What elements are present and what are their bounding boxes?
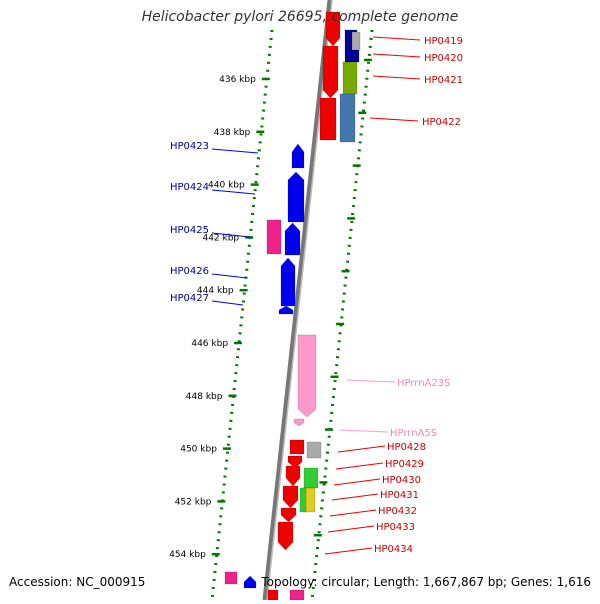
gene-leader-line: [335, 462, 384, 470]
gene-annotation-box[interactable]: [299, 487, 307, 513]
gene-leader-line: [211, 232, 251, 238]
gene-block[interactable]: [266, 219, 282, 255]
gene-leader-line: [331, 493, 379, 501]
gene-label: HP0424: [170, 182, 209, 193]
gene-leader-line: [324, 547, 373, 555]
kbp-tick-label: 452 kbp: [175, 497, 212, 507]
gene-block[interactable]: [280, 507, 297, 523]
rna-gene-block[interactable]: [297, 334, 317, 418]
gene-leader-line: [372, 53, 421, 58]
gene-leader-line: [372, 36, 421, 41]
gene-label: HP0431: [380, 490, 419, 501]
gene-annotation-box[interactable]: [306, 441, 322, 459]
gene-label: HP0427: [170, 293, 209, 304]
kbp-tick-label: 440 kbp: [208, 181, 245, 191]
kbp-tick-label: 448 kbp: [186, 392, 223, 402]
topology-text: Topology: circular; Length: 1,667,867 bp…: [261, 575, 591, 589]
gene-block[interactable]: [224, 571, 238, 585]
gene-block[interactable]: [282, 485, 299, 509]
gene-block[interactable]: [325, 11, 341, 47]
gene-annotation-box[interactable]: [342, 61, 358, 95]
gene-label: HP0423: [170, 141, 209, 152]
left-outer-track-border: [210, 29, 274, 601]
accession-text: Accession: NC_000915: [9, 575, 146, 589]
gene-block[interactable]: [287, 455, 303, 469]
gene-block[interactable]: [289, 589, 305, 601]
gene-leader-line: [333, 478, 381, 486]
gene-label: HP0426: [170, 266, 209, 277]
gene-block[interactable]: [287, 171, 305, 223]
gene-label: HP0425: [170, 225, 209, 236]
gene-annotation-box[interactable]: [339, 93, 356, 143]
gene-leader-line: [211, 189, 256, 195]
gene-label: HP0434: [374, 544, 413, 555]
gene-label: HP0428: [387, 442, 426, 453]
kbp-tick-label: 438 kbp: [214, 128, 251, 138]
gene-block[interactable]: [243, 575, 257, 589]
gene-leader-line: [327, 525, 375, 533]
gene-leader-line: [337, 445, 386, 453]
gene-block[interactable]: [280, 257, 296, 307]
gene-block[interactable]: [291, 143, 305, 169]
gene-annotation-box[interactable]: [303, 467, 319, 489]
gene-label: HP0421: [424, 75, 463, 86]
gene-leader-line: [339, 429, 389, 433]
gene-block[interactable]: [278, 305, 294, 315]
gene-leader-line: [211, 148, 259, 154]
gene-label: HP0422: [422, 117, 461, 128]
gene-leader-line: [369, 117, 419, 122]
gene-leader-line: [211, 273, 248, 279]
genome-backbone: [262, 0, 333, 601]
gene-annotation-box[interactable]: [351, 31, 361, 51]
gene-leader-line: [211, 300, 244, 306]
kbp-tick-label: 450 kbp: [180, 445, 217, 455]
gene-block[interactable]: [322, 45, 339, 99]
gene-block[interactable]: [267, 589, 279, 601]
kbp-tick-label: 446 kbp: [191, 339, 228, 349]
gene-leader-line: [372, 75, 421, 80]
gene-label: HP0420: [424, 53, 463, 64]
gene-block[interactable]: [284, 222, 301, 256]
gene-label: HP0419: [424, 36, 463, 47]
gene-label: HP0432: [378, 506, 417, 517]
kbp-tick-label: 436 kbp: [219, 75, 256, 85]
kbp-tick-label: 444 kbp: [197, 286, 234, 296]
gene-label: HPrrnA5S: [390, 428, 437, 439]
gene-label: HP0433: [376, 522, 415, 533]
rna-gene-block[interactable]: [293, 418, 305, 427]
gene-label: HP0430: [382, 475, 421, 486]
gene-label: HP0429: [385, 459, 424, 470]
kbp-tick-label: 442 kbp: [202, 233, 239, 243]
gene-block[interactable]: [285, 465, 301, 487]
gene-label: HPrrnA23S: [397, 378, 451, 389]
gene-leader-line: [346, 379, 396, 383]
kbp-tick-label: 454 kbp: [169, 550, 206, 560]
gene-block[interactable]: [319, 97, 337, 141]
gene-leader-line: [329, 509, 377, 517]
genome-title: Helicobacter pylori 26695, complete geno…: [141, 9, 459, 25]
gene-block[interactable]: [277, 521, 294, 551]
gene-block[interactable]: [289, 439, 305, 455]
